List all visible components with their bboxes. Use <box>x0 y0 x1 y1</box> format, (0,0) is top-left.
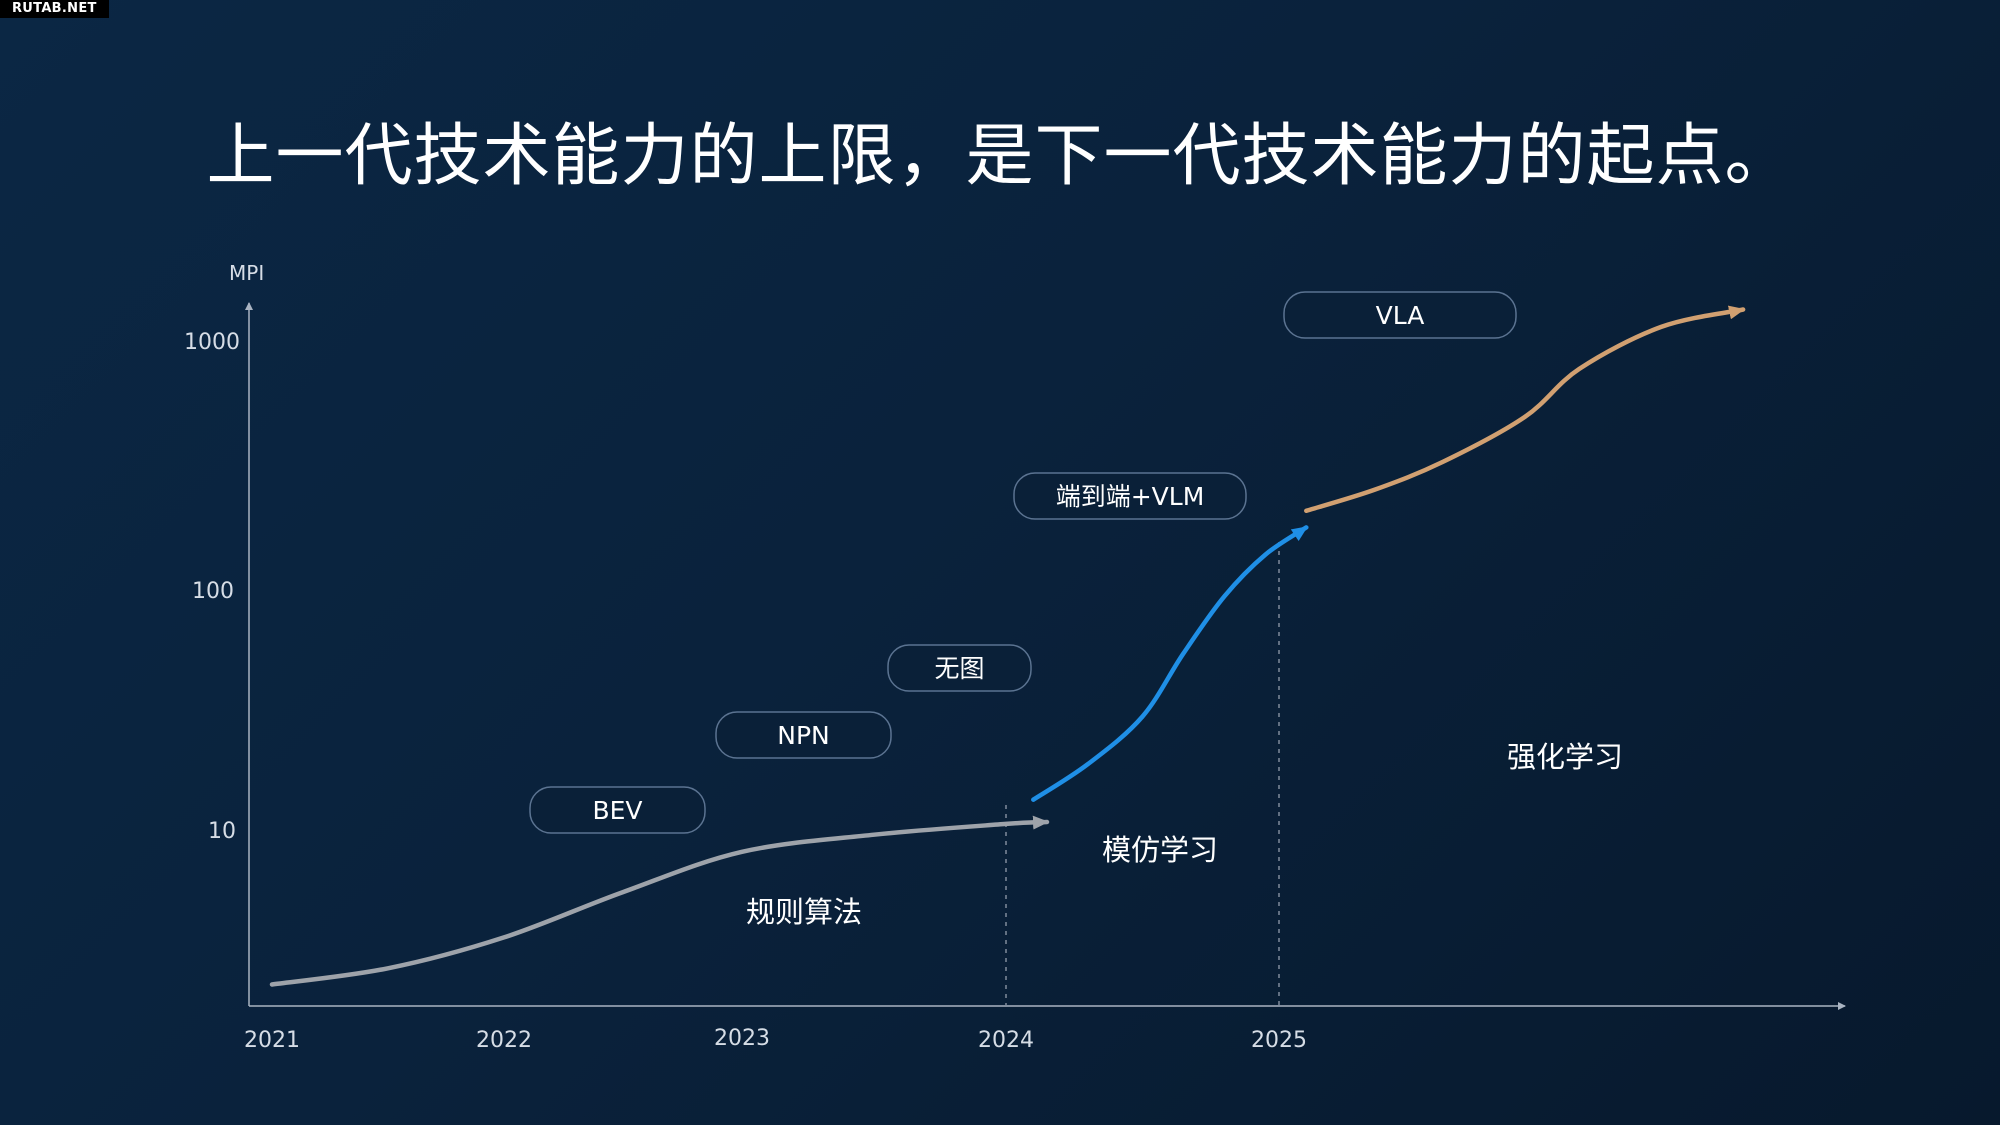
x-tick-label: 2025 <box>1251 1028 1307 1053</box>
milestone-pill: 端到端+VLM <box>1013 472 1247 520</box>
reinforcement-learning-curve <box>1304 305 1746 514</box>
phase-labels: 规则算法 模仿学习 强化学习 <box>746 740 1623 929</box>
watermark: RUTAB.NET <box>0 0 109 18</box>
x-tick-label: 2024 <box>978 1028 1034 1053</box>
milestone-pill: BEV <box>529 786 706 834</box>
x-tick-label: 2023 <box>714 1026 770 1051</box>
milestone-pill-label: NPN <box>777 721 829 750</box>
y-tick-label: 100 <box>192 579 234 604</box>
milestone-pill-label: BEV <box>592 796 642 825</box>
milestone-pill: VLA <box>1283 291 1517 339</box>
imitation-learning-curve <box>1031 525 1309 802</box>
milestone-labels: BEV NPN 无图 端到端+VLM VLA <box>529 291 1517 834</box>
milestone-pill: NPN <box>715 711 892 759</box>
phase-label: 模仿学习 <box>1102 833 1218 867</box>
period-dividers <box>1005 542 1280 1005</box>
milestone-pill-label: 端到端+VLM <box>1056 482 1205 511</box>
x-tick-label: 2022 <box>476 1028 532 1053</box>
y-tick-label: 10 <box>208 819 236 844</box>
milestone-pill: 无图 <box>887 644 1032 692</box>
milestone-pill-label: 无图 <box>934 654 984 683</box>
milestone-pill-box <box>715 711 892 759</box>
y-axis-label: MPI <box>229 261 264 285</box>
milestone-pill-box <box>887 644 1032 692</box>
rule-algorithm-curve <box>269 815 1050 987</box>
phase-label: 强化学习 <box>1507 740 1623 774</box>
x-tick-labels: 2021 2022 2023 2024 2025 <box>244 1026 1307 1053</box>
y-tick-labels: 10 100 1000 <box>184 330 240 844</box>
milestone-pill-box <box>1013 472 1247 520</box>
page-title: 上一代技术能力的上限，是下一代技术能力的起点。 <box>206 117 1794 196</box>
x-tick-label: 2021 <box>244 1028 300 1053</box>
series-curves <box>269 305 1746 987</box>
phase-label: 规则算法 <box>746 895 862 929</box>
milestone-pill-box <box>529 786 706 834</box>
y-tick-label: 1000 <box>184 330 240 355</box>
milestone-pill-label: VLA <box>1376 301 1425 330</box>
milestone-pill-box <box>1283 291 1517 339</box>
